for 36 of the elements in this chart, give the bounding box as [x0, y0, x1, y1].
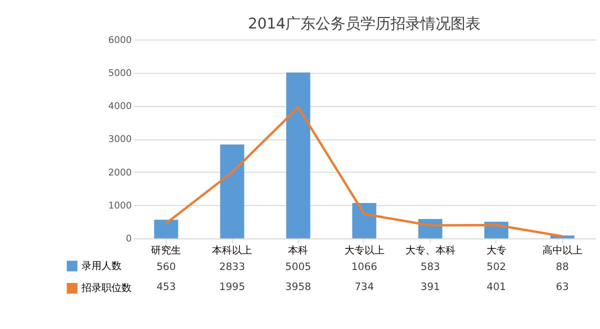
line-series: [164, 106, 564, 238]
data-label: 1995: [219, 282, 246, 294]
legend-label: 录用人数: [81, 260, 122, 272]
y-tick-label: 6000: [108, 34, 132, 46]
y-tick-label: 4000: [108, 101, 132, 112]
data-label: 502: [486, 262, 506, 273]
y-tick-label: 5000: [108, 68, 132, 79]
bar: [286, 72, 310, 238]
x-tick-label: 高中以上: [542, 244, 582, 257]
data-label: 583: [420, 262, 440, 273]
data-label: 5005: [285, 262, 312, 273]
data-label: 453: [156, 282, 176, 294]
y-tick-label: 3000: [108, 134, 132, 146]
bar: [220, 144, 244, 238]
bar: [154, 220, 178, 238]
x-tick-label: 大专: [486, 244, 506, 257]
data-label: 3958: [285, 282, 312, 294]
bar: [352, 203, 376, 238]
data-label: 2833: [219, 262, 246, 273]
data-label: 1066: [351, 262, 378, 273]
x-tick-label: 大专、本科: [405, 244, 456, 257]
x-tick-label: 研究生: [151, 244, 182, 257]
data-label: 63: [556, 282, 569, 294]
data-label: 391: [420, 282, 440, 294]
y-tick-label: 0: [126, 234, 132, 245]
x-tick-label: 大专以上: [344, 244, 384, 257]
data-label: 734: [354, 282, 374, 294]
y-tick-label: 2000: [108, 167, 132, 178]
x-tick-label: 本科以上: [212, 244, 252, 257]
data-label: 401: [486, 282, 506, 294]
x-tick-label: 本科: [288, 244, 308, 257]
data-label: 88: [556, 262, 569, 273]
y-tick-label: 1000: [108, 200, 132, 212]
legend-label: 招录职位数: [80, 282, 132, 294]
data-label: 560: [156, 262, 176, 273]
chart-title: 2014广东公务员学历招录情况图表: [248, 15, 481, 32]
